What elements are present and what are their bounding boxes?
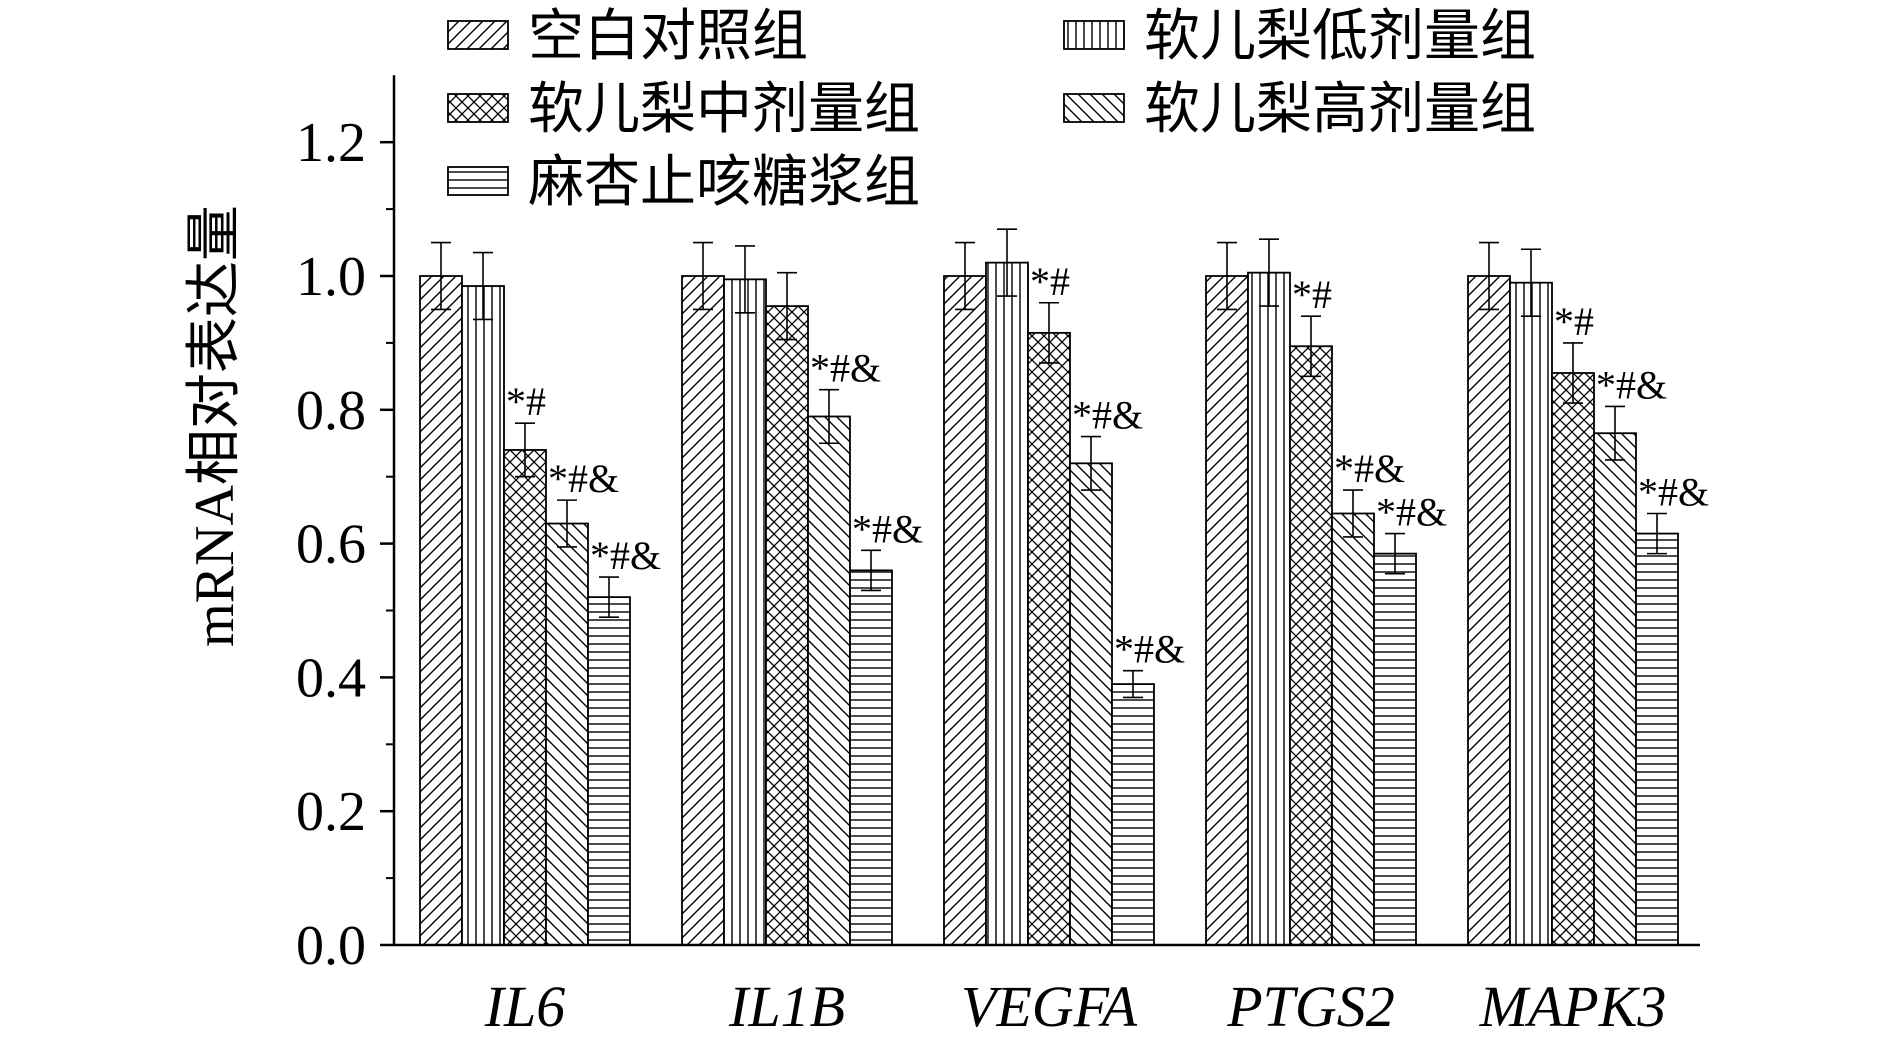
legend-item: 软儿梨低剂量组 <box>1063 6 1536 68</box>
x-tick-label: VEGFA <box>961 974 1138 1039</box>
legend-label: 软儿梨高剂量组 <box>1144 79 1536 141</box>
x-tick-label: IL6 <box>484 974 566 1039</box>
legend-swatch <box>1063 20 1125 50</box>
significance-label: *# <box>506 379 546 424</box>
y-tick-label: 0.8 <box>296 380 366 442</box>
significance-label: *# <box>1030 259 1070 304</box>
bar <box>807 415 851 946</box>
legend-item: 空白对照组 <box>447 6 808 68</box>
legend-swatch <box>447 166 509 196</box>
bar <box>985 261 1029 946</box>
bar <box>1027 331 1071 946</box>
significance-label: *#& <box>1334 446 1405 491</box>
bar-group-mapk3: *#*#&*#& <box>1467 241 1709 946</box>
y-axis: 0.0 0.2 0.4 0.6 0.8 1.0 1.2 <box>296 75 396 977</box>
bar-group-vegfa: *# *#& *#& <box>943 228 1185 946</box>
significance-label: *#& <box>548 456 619 501</box>
bar <box>1111 683 1155 946</box>
legend-item: 软儿梨中剂量组 <box>447 79 920 141</box>
bar <box>1509 281 1553 946</box>
bar <box>503 449 547 946</box>
legend-label: 麻杏止咳糖浆组 <box>528 152 920 214</box>
bar <box>1069 462 1113 946</box>
bar-group-il6: *#*#&*#& <box>419 241 661 946</box>
y-tick-label: 0.2 <box>296 781 366 843</box>
bar <box>1289 345 1333 946</box>
significance-label: *#& <box>1638 469 1709 514</box>
legend-label: 软儿梨低剂量组 <box>1144 6 1536 68</box>
significance-label: *#& <box>1072 393 1143 438</box>
significance-label: *#& <box>852 506 923 551</box>
bar <box>1373 552 1417 946</box>
y-tick-label: 0.0 <box>296 915 366 977</box>
bar <box>681 275 725 946</box>
bar <box>765 305 809 946</box>
x-tick-label: PTGS2 <box>1226 974 1395 1039</box>
y-axis-title: mRNA相对表达量 <box>184 205 246 647</box>
significance-label: *#& <box>590 533 661 578</box>
bar <box>849 569 893 946</box>
significance-label: *#& <box>1596 362 1667 407</box>
y-tick-label: 1.0 <box>296 246 366 308</box>
significance-label: *#& <box>1376 490 1447 535</box>
bar-group-ptgs2: *# *#&*#& <box>1205 238 1447 946</box>
legend-swatch <box>447 93 509 123</box>
bar <box>1467 275 1511 946</box>
y-tick-label: 0.6 <box>296 514 366 576</box>
bar <box>461 285 505 946</box>
bar <box>1593 432 1637 946</box>
bar <box>1247 271 1291 946</box>
bars: *#*#&*#&*#&*#&*#*#&*#&*#*#&*#&*#*#&*#& <box>419 228 1709 946</box>
bar <box>1331 512 1375 946</box>
bar <box>723 278 767 946</box>
legend-swatch <box>447 20 509 50</box>
legend-swatch <box>1063 93 1125 123</box>
bar <box>1205 275 1249 946</box>
y-tick-label: 0.4 <box>296 647 366 709</box>
x-tick-label: IL1B <box>728 974 845 1039</box>
y-tick-label: 1.2 <box>296 112 366 174</box>
x-axis: IL6 IL1B VEGFA PTGS2 MAPK3 <box>394 943 1700 1039</box>
legend-label: 软儿梨中剂量组 <box>528 79 920 141</box>
bar-group-il1b: *#& *#& <box>681 241 923 946</box>
legend-item: 软儿梨高剂量组 <box>1063 79 1536 141</box>
significance-label: *# <box>1554 299 1594 344</box>
bar <box>1635 532 1679 946</box>
legend-item: 麻杏止咳糖浆组 <box>447 152 920 214</box>
significance-label: *#& <box>810 346 881 391</box>
significance-label: *# <box>1292 272 1332 317</box>
bar <box>587 596 631 946</box>
bar <box>545 522 589 946</box>
x-tick-label: MAPK3 <box>1479 974 1667 1039</box>
significance-label: *#& <box>1114 627 1185 672</box>
bar <box>1551 372 1595 946</box>
legend-label: 空白对照组 <box>528 6 808 68</box>
bar <box>419 275 463 946</box>
bar <box>943 275 987 946</box>
